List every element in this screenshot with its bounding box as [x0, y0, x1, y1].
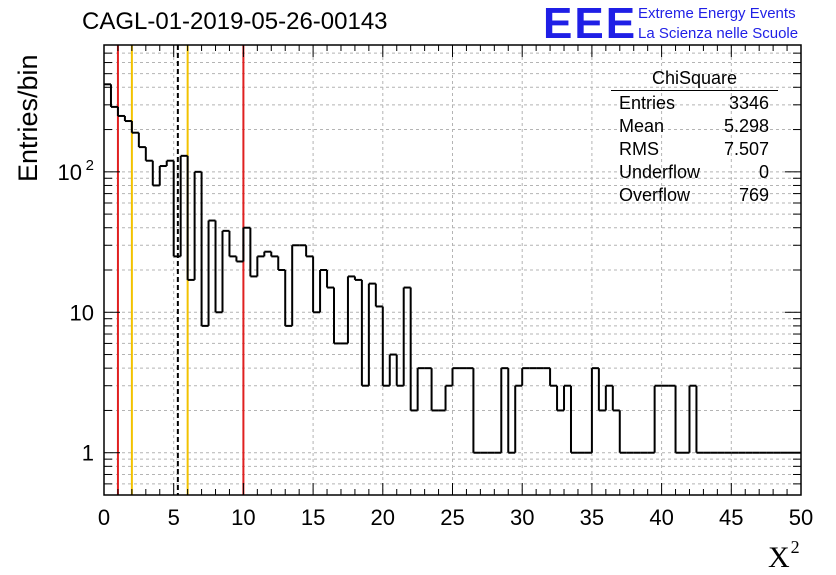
x-tick-label: 40 [649, 505, 673, 530]
x-tick-label: 30 [510, 505, 534, 530]
stats-row-rms: RMS 7.507 [619, 139, 769, 161]
x-tick-label: 25 [440, 505, 464, 530]
x-axis-label-base: X [768, 541, 790, 574]
y-tick-label: 10 [58, 160, 82, 185]
stats-label: RMS [619, 139, 659, 159]
stats-value: 769 [738, 185, 769, 205]
stats-label: Overflow [619, 185, 691, 205]
y-tick-label: 10 [70, 300, 94, 325]
x-tick-label: 35 [580, 505, 604, 530]
x-tick-label: 45 [719, 505, 743, 530]
stats-box: ChiSquare Entries 3346 Mean 5.298 RMS 7.… [611, 66, 778, 206]
stats-value: 5.298 [723, 116, 769, 136]
stats-row-mean: Mean 5.298 [619, 116, 769, 138]
stats-row-overflow: Overflow 769 [619, 185, 769, 207]
y-axis-label: Entries/bin [13, 54, 43, 182]
stats-label: Mean [619, 116, 665, 136]
logo-line-2: La Scienza nelle Scuole [638, 25, 799, 42]
stats-label: Underflow [619, 162, 701, 182]
logo-line-1: Extreme Energy Events [638, 5, 796, 22]
stats-value: 3346 [728, 93, 769, 113]
stats-row-entries: Entries 3346 [619, 93, 769, 115]
stats-row-underflow: Underflow 0 [619, 162, 769, 184]
x-tick-label: 10 [231, 505, 255, 530]
stats-title: ChiSquare [651, 68, 738, 88]
x-tick-label: 50 [789, 505, 813, 530]
stats-value: 7.507 [723, 139, 769, 159]
x-tick-label: 20 [371, 505, 395, 530]
x-tick-label: 5 [168, 505, 180, 530]
eee-logo: EEE Extreme Energy Events La Scienza nel… [543, 0, 836, 48]
logo-mark: EEE [543, 0, 638, 48]
stats-value: 0 [758, 162, 769, 182]
chart-title: CAGL-01-2019-05-26-00143 [82, 8, 388, 35]
y-tick-label: 1 [82, 441, 94, 466]
x-axis-label-exponent: 2 [790, 537, 800, 557]
x-tick-label: 0 [98, 505, 110, 530]
stats-divider [611, 90, 778, 91]
x-tick-label: 15 [301, 505, 325, 530]
x-axis-label: X2 [768, 537, 800, 575]
stats-label: Entries [619, 93, 676, 113]
y-tick-label-exponent: 2 [86, 157, 94, 174]
grid-lines [103, 45, 802, 495]
